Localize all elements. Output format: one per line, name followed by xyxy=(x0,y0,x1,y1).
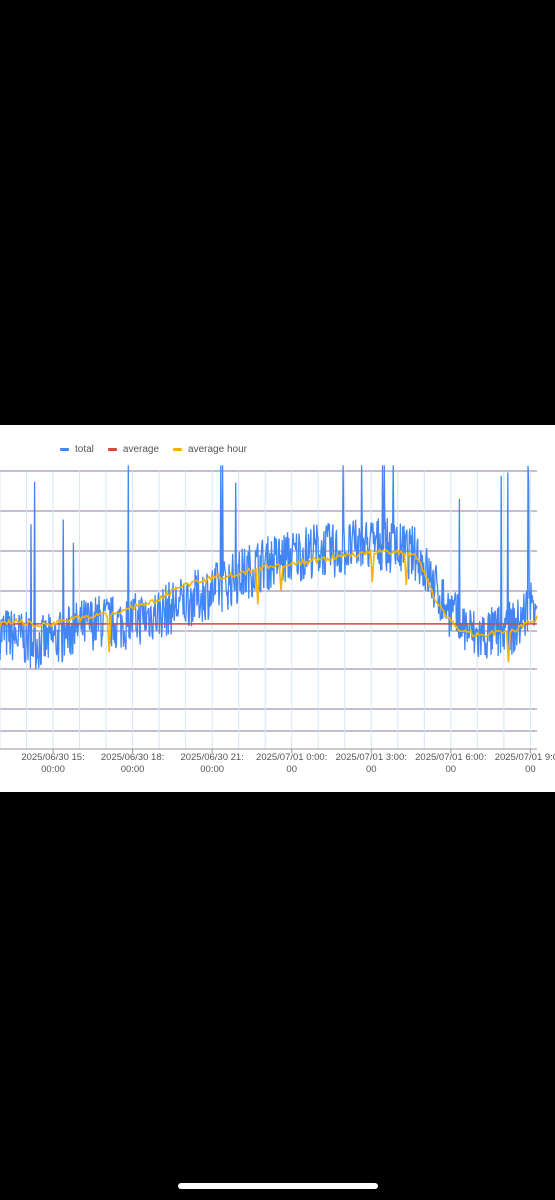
x-tick-label-line1: 2025/07/01 0:00: xyxy=(256,752,328,763)
x-tick-label-line2: 00 xyxy=(525,764,536,775)
home-indicator[interactable] xyxy=(178,1183,378,1189)
legend: total average average hour xyxy=(60,442,247,456)
legend-swatch-average-hour xyxy=(173,447,183,451)
x-tick-label-line2: 00:00 xyxy=(41,764,65,775)
legend-label-total: total xyxy=(75,443,94,455)
legend-item-average[interactable]: average xyxy=(107,443,160,455)
x-tick-label: 2025/07/01 9:00:00 xyxy=(490,752,555,776)
legend-label-average-hour: average hour xyxy=(188,443,247,455)
x-tick-label: 2025/06/30 18: 00:00 xyxy=(93,752,173,776)
x-tick-label-line1: 2025/07/01 6:00: xyxy=(415,752,487,763)
x-tick-label-line1: 2025/06/30 18: xyxy=(100,752,165,763)
x-tick-label-line1: 2025/07/01 9:00: xyxy=(494,752,555,763)
series-average-hour-line xyxy=(0,548,538,663)
x-tick-label-line2: 00 xyxy=(445,764,457,775)
legend-label-average: average xyxy=(122,443,160,455)
legend-item-total[interactable]: total xyxy=(60,444,94,455)
x-tick-label-line1: 2025/06/30 21: xyxy=(180,752,244,763)
x-tick-label-line2: 00:00 xyxy=(120,764,145,775)
series-total-line xyxy=(0,465,538,669)
plot-area xyxy=(0,465,538,753)
x-tick-label: 2025/07/01 0:00: 00 xyxy=(252,752,332,776)
chart-panel: total average average hour 2025/06/30 15… xyxy=(0,425,555,792)
legend-swatch-average xyxy=(107,447,117,451)
legend-item-average-hour[interactable]: average hour xyxy=(173,444,247,455)
x-tick-label: 2025/07/01 6:00: 00 xyxy=(411,752,491,776)
legend-swatch-total xyxy=(60,447,69,451)
x-tick-label-line2: 00 xyxy=(365,764,377,775)
x-tick-label: 2025/06/30 21: 00:00 xyxy=(172,752,252,776)
x-tick-label-line1: 2025/07/01 3:00: xyxy=(335,752,407,763)
x-tick-label: 2025/06/30 15: 00:00 xyxy=(13,752,93,776)
x-tick-label-line2: 00:00 xyxy=(200,764,225,775)
x-tick-label: 2025/07/01 3:00: 00 xyxy=(331,752,411,776)
x-tick-label-line1: 2025/06/30 15: xyxy=(21,752,85,763)
x-tick-label-line2: 00 xyxy=(286,764,297,775)
